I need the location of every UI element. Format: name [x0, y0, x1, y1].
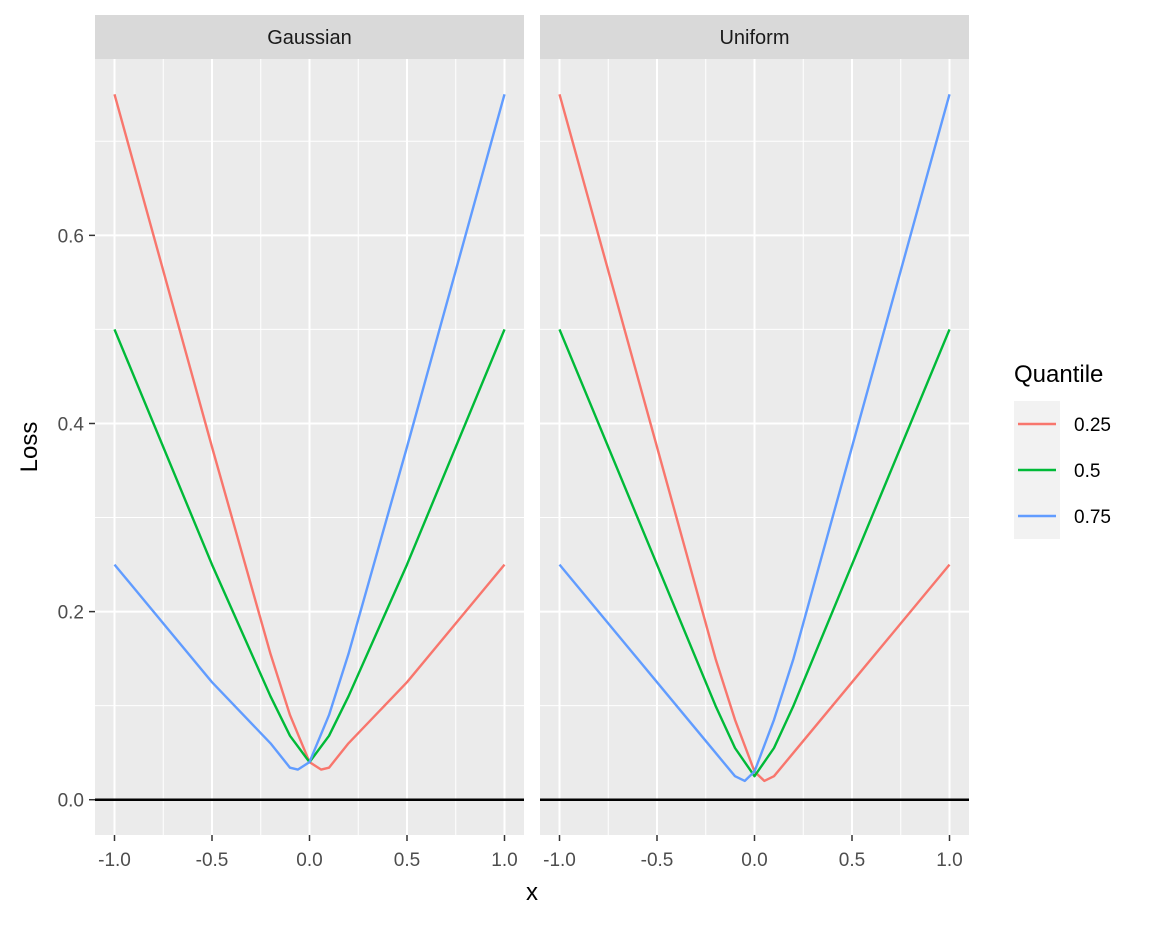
- x-tick-label: 0.5: [839, 850, 865, 871]
- facet-strip: [95, 15, 524, 59]
- series-line-0-75: [558, 93, 951, 783]
- x-tick-label: -1.0: [98, 850, 131, 871]
- series-line-0-25: [558, 93, 951, 783]
- x-tick-label: 0.0: [296, 850, 322, 871]
- x-tick-label: -0.5: [196, 850, 229, 871]
- y-axis-title: Loss: [16, 422, 43, 473]
- series-line-0-25: [113, 93, 506, 771]
- y-tick-label: 0.2: [58, 603, 84, 624]
- legend: Quantile 0.25 0.5 0.75: [1014, 361, 1111, 539]
- panel-uniform: Uniform -1.0 -0.5 0.0 0.5 1.0: [540, 15, 969, 871]
- x-tick-label: 0.0: [741, 850, 767, 871]
- x-tick-label: 1.0: [491, 850, 517, 871]
- facet-strip: [540, 15, 969, 59]
- panel-gaussian: Gaussian -1.0 -0.5 0.0 0.5 1.0 0.0 0.2 0.4 0.6: [58, 15, 524, 871]
- y-tick-label: 0.0: [58, 791, 84, 812]
- x-tick-label: -1.0: [543, 850, 576, 871]
- y-tick-label: 0.4: [58, 414, 85, 435]
- series-line-0-5: [558, 328, 951, 778]
- legend-label: 0.5: [1074, 461, 1100, 482]
- legend-label: 0.75: [1074, 507, 1111, 528]
- x-axis-title: x: [526, 879, 538, 906]
- series-line-0-75: [113, 93, 506, 771]
- x-tick-label: 1.0: [936, 850, 962, 871]
- legend-label: 0.25: [1074, 415, 1111, 436]
- x-tick-label: 0.5: [394, 850, 420, 871]
- legend-title: Quantile: [1014, 361, 1103, 388]
- facet-strip-label: Gaussian: [267, 27, 352, 49]
- facet-strip-label: Uniform: [719, 27, 789, 49]
- x-tick-label: -0.5: [641, 850, 674, 871]
- y-tick-label: 0.6: [58, 226, 84, 247]
